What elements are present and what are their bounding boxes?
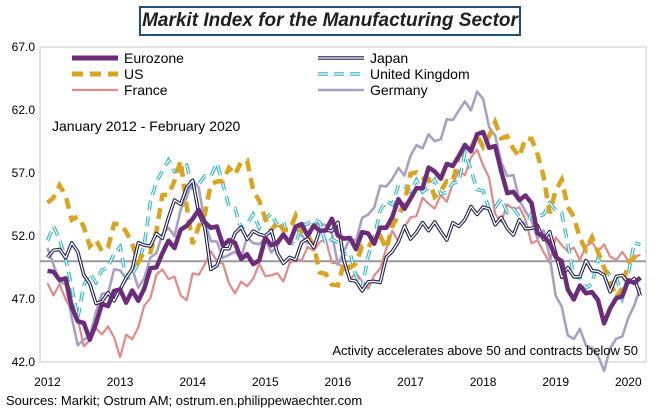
source-note: Sources: Markit; Ostrum AM; ostrum.en.ph… (6, 393, 363, 408)
legend-item-eurozone: Eurozone (72, 50, 184, 66)
legend-item-united-kingdom: United Kingdom (318, 66, 470, 82)
x-tick-label: 2018 (470, 375, 497, 389)
y-tick-label: 67.0 (12, 40, 36, 54)
plot-area-border (39, 46, 647, 363)
y-axis: 42.0 47.0 52.0 57.0 62.0 67.0 (12, 40, 36, 369)
legend-label-france: France (124, 82, 168, 98)
series-layer (45, 90, 643, 373)
chart-title: Markit Index for the Manufacturing Secto… (142, 10, 518, 31)
x-tick-label: 2020 (615, 375, 642, 389)
series-eurozone (47, 129, 642, 342)
y-tick-label: 52.0 (12, 229, 36, 243)
legend-label-japan: Japan (370, 50, 408, 66)
x-tick-label: 2012 (34, 375, 61, 389)
legend-item-germany: Germany (318, 82, 428, 98)
x-tick-label: 2015 (252, 375, 279, 389)
legend-label-united-kingdom: United Kingdom (370, 66, 470, 82)
legend-label-us: US (124, 66, 143, 82)
legend-item-japan: Japan (318, 50, 408, 66)
chart-annotation: Activity accelerates above 50 and contra… (332, 343, 638, 358)
y-tick-label: 42.0 (12, 355, 36, 369)
chart-title-box: Markit Index for the Manufacturing Secto… (139, 6, 521, 36)
x-tick-label: 2013 (107, 375, 134, 389)
legend-label-eurozone: Eurozone (124, 50, 184, 66)
x-axis: 2012 2013 2014 2015 2016 2017 2018 2019 2020 (34, 375, 642, 389)
legend-label-germany: Germany (370, 82, 428, 98)
series-line-eurozone (47, 129, 642, 342)
legend-item-us: US (72, 66, 143, 82)
y-tick-label: 47.0 (12, 292, 36, 306)
chart-subtitle: January 2012 - February 2020 (52, 118, 241, 134)
legend-item-france: France (72, 82, 168, 98)
x-tick-label: 2017 (397, 375, 424, 389)
x-tick-label: 2014 (179, 375, 206, 389)
x-tick-label: 2019 (542, 375, 569, 389)
y-tick-label: 57.0 (12, 166, 36, 180)
x-tick-label: 2016 (325, 375, 352, 389)
y-tick-label: 62.0 (12, 103, 36, 117)
